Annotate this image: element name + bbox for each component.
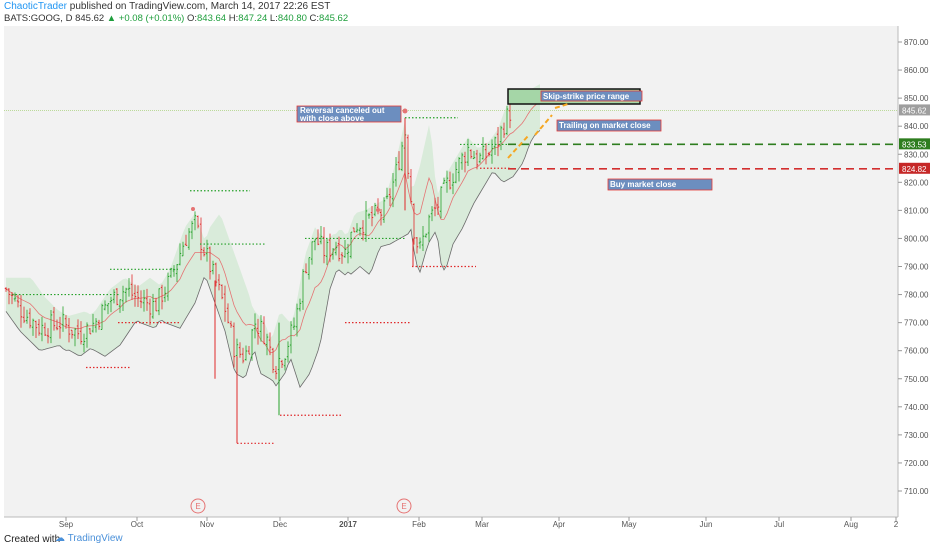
y-tick-label: 710.00 <box>904 487 929 496</box>
high-value: 847.24 <box>238 13 268 24</box>
reversal-annotation[interactable]: Reversal canceled out with close above <box>296 105 402 123</box>
y-tick-label: 850.00 <box>904 94 929 103</box>
trailing-arrow <box>507 135 529 159</box>
price-tags: 845.62 833.53 824.82 <box>899 104 930 174</box>
y-tick-label: 860.00 <box>904 66 929 75</box>
x-tick-label: Oct <box>131 520 144 529</box>
band-fill <box>6 84 540 388</box>
trailing-text: Trailing on market close <box>559 121 651 130</box>
publish-line: ChaoticTrader published on TradingView.c… <box>4 1 330 12</box>
candles <box>4 103 512 444</box>
last-price: 845.62 <box>75 13 105 24</box>
y-tick-label: 730.00 <box>904 431 929 440</box>
x-tick-label: Nov <box>200 520 214 529</box>
price-tag <box>899 138 930 150</box>
y-tick-label: 870.00 <box>904 38 929 47</box>
price-tag-label: 833.53 <box>902 140 927 149</box>
skip-strike-annotation[interactable]: Skip-strike price range <box>507 88 643 105</box>
trailing-annotation[interactable]: Trailing on market close <box>556 119 662 132</box>
x-tick-label: Aug <box>844 520 858 529</box>
y-tick-label: 720.00 <box>904 459 929 468</box>
price-tag <box>899 162 930 174</box>
author-link[interactable]: ChaoticTrader <box>4 1 67 12</box>
y-tick-label: 750.00 <box>904 375 929 384</box>
buy-close-annotation[interactable]: Buy market close <box>607 178 713 191</box>
chart-header: ChaoticTrader published on TradingView.c… <box>0 0 932 24</box>
y-tick-label: 780.00 <box>904 291 929 300</box>
x-tick-label: May <box>621 520 636 529</box>
open-label: O: <box>186 13 197 24</box>
low-value: 840.80 <box>277 13 307 24</box>
close-label: C: <box>309 13 320 24</box>
trailing-arrow <box>554 103 569 109</box>
y-tick-label: 800.00 <box>904 234 929 243</box>
earnings-e-label: E <box>401 502 406 511</box>
y-tick-label: 770.00 <box>904 319 929 328</box>
price-tag-label: 824.82 <box>902 165 927 174</box>
reversal-dot <box>402 108 408 114</box>
x-axis-ticks: Sep Oct Nov Dec 2017 Feb Mar Apr May Jun Jul Aug 2 <box>59 517 899 529</box>
earnings-e-label: E <box>195 502 200 511</box>
y-tick-label: 820.00 <box>904 178 929 187</box>
trailing-arrow <box>534 114 553 136</box>
time-axis[interactable] <box>4 517 898 530</box>
y-axis-ticks: 870.00 860.00 850.00 840.00 830.00 820.00 810.… <box>898 38 929 496</box>
skip-strike-text: Skip-strike price range <box>543 92 630 101</box>
x-tick-label: Sep <box>59 520 74 529</box>
x-tick-label: Jun <box>700 520 713 529</box>
x-tick-label: 2017 <box>339 520 357 529</box>
signal-dot <box>191 207 195 211</box>
earnings-marker-feb[interactable]: E <box>396 498 412 514</box>
y-tick-label: 760.00 <box>904 347 929 356</box>
brand-name: TradingView <box>67 533 123 544</box>
tradingview-logo[interactable]: ☁ TradingView <box>55 533 123 544</box>
buy-close-text: Buy market close <box>610 180 677 189</box>
reversal-text-2: with close above <box>299 114 365 123</box>
plot-area[interactable] <box>4 26 898 517</box>
dotted-levels <box>4 110 898 444</box>
earnings-marker-nov[interactable]: E <box>190 498 206 514</box>
signal-dot <box>376 208 380 212</box>
price-tag-label: 845.62 <box>902 106 927 115</box>
publish-info: published on TradingView.com, March 14, … <box>69 1 331 12</box>
y-tick-label: 810.00 <box>904 206 929 215</box>
lower-band-line <box>5 130 541 389</box>
y-tick-label: 830.00 <box>904 150 929 159</box>
created-with: Created with <box>4 534 61 545</box>
reversal-text-1: Reversal canceled out <box>300 106 385 115</box>
footer: Created with ☁ TradingView <box>0 530 932 550</box>
close-value: 845.62 <box>319 13 349 24</box>
high-label: H: <box>228 13 239 24</box>
price-tag <box>899 104 930 116</box>
y-tick-label: 740.00 <box>904 403 929 412</box>
y-tick-label: 840.00 <box>904 122 929 131</box>
low-label: L: <box>269 13 278 24</box>
x-tick-label: Jul <box>774 520 784 529</box>
x-tick-label: Apr <box>553 520 566 529</box>
x-tick-label: Feb <box>412 520 426 529</box>
price-chart[interactable]: 870.00 860.00 850.00 840.00 830.00 820.00 810.… <box>0 0 932 530</box>
y-tick-label: 790.00 <box>904 263 929 272</box>
x-tick-label: 2 <box>894 520 899 529</box>
x-tick-label: Dec <box>273 520 287 529</box>
open-value: 843.64 <box>197 13 227 24</box>
price-change: ▲ +0.08 (+0.01%) <box>106 13 185 24</box>
ohlc-line: BATS:GOOG, D 845.62 ▲ +0.08 (+0.01%) O:8… <box>4 13 348 24</box>
symbol-label[interactable]: BATS:GOOG, D <box>4 13 73 24</box>
x-tick-label: Mar <box>475 520 489 529</box>
